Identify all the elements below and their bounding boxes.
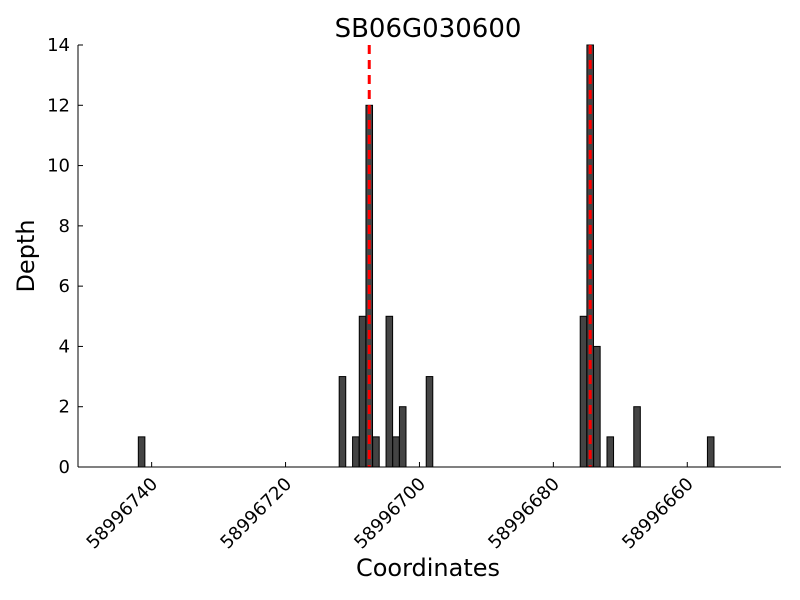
- marker-lines-layer: [367, 45, 592, 467]
- depth-bar: [392, 436, 400, 468]
- y-tick-label: 8: [59, 216, 70, 237]
- depth-bar: [633, 406, 641, 468]
- y-tick-label: 12: [47, 95, 70, 116]
- x-axis-title: Coordinates: [356, 554, 500, 582]
- y-tick-label: 10: [47, 156, 70, 177]
- y-tick-label: 4: [59, 336, 70, 357]
- y-axis-title: Depth: [12, 219, 40, 292]
- axes-layer: 0 2 4 6 8 10 12 14 58996740 58996720 58996700 58996…: [47, 35, 781, 553]
- depth-bar: [425, 376, 434, 468]
- depth-bar: [338, 376, 347, 468]
- depth-bar: [372, 436, 380, 468]
- y-tick-label: 2: [59, 397, 70, 418]
- y-tick-label: 6: [59, 276, 70, 297]
- x-tick-label: 58996740: [83, 474, 163, 554]
- depth-bar: [137, 436, 146, 468]
- depth-bar: [352, 436, 360, 468]
- x-tick-label: 58996700: [350, 474, 430, 554]
- x-tick-label: 58996660: [618, 474, 698, 554]
- y-tick-label: 14: [47, 35, 70, 56]
- depth-bar: [579, 315, 588, 468]
- depth-bar: [398, 406, 407, 468]
- depth-bar: [358, 315, 367, 468]
- bars-layer: [137, 44, 715, 468]
- depth-bar: [593, 345, 601, 468]
- chart-title: SB06G030600: [335, 14, 522, 44]
- y-tick-label: 0: [59, 457, 70, 478]
- depth-bar: [385, 315, 394, 468]
- depth-bar: [606, 436, 615, 468]
- x-tick-label: 58996720: [216, 474, 296, 554]
- x-tick-label: 58996680: [484, 474, 564, 554]
- depth-bar: [706, 436, 715, 468]
